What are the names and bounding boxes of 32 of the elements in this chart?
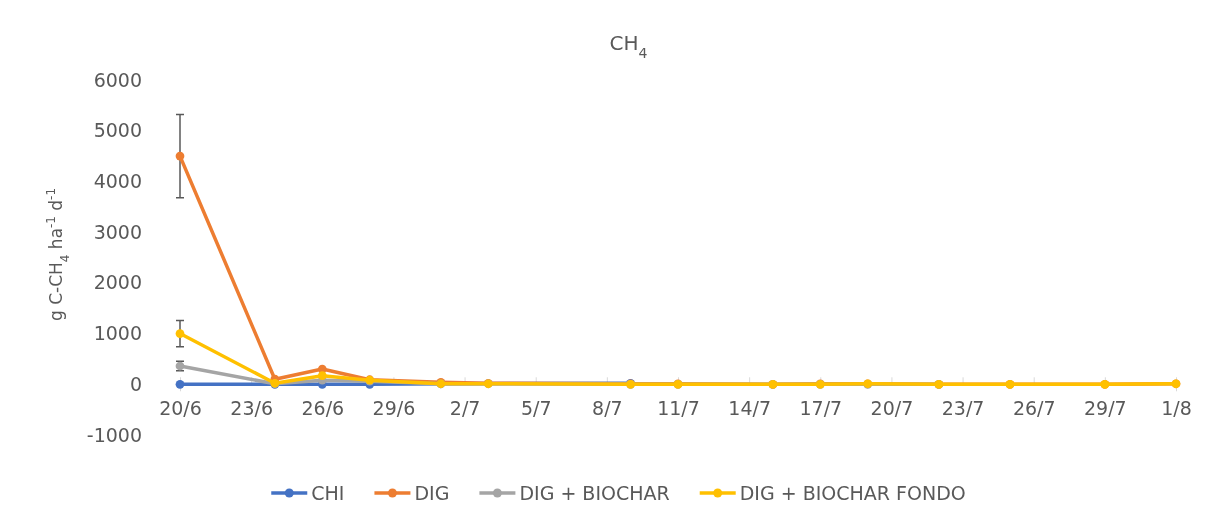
x-tick-label: 11/7 bbox=[657, 397, 700, 420]
x-tick-label: 26/6 bbox=[301, 397, 345, 420]
x-tick-label: 17/7 bbox=[799, 397, 843, 420]
x-tick-label: 2/7 bbox=[449, 397, 481, 420]
x-tick-label: 20/7 bbox=[870, 397, 914, 420]
y-tick-label: 2000 bbox=[93, 271, 142, 294]
point bbox=[317, 371, 327, 381]
x-tick-label: 5/7 bbox=[520, 397, 552, 420]
point bbox=[175, 329, 185, 338]
x-tick-label: 23/7 bbox=[941, 397, 985, 420]
y-tick-label: 4000 bbox=[93, 170, 142, 193]
x-tick-label: 1/8 bbox=[1161, 397, 1192, 420]
y-tick-label: -1000 bbox=[86, 423, 142, 446]
legend-label: DIG + BIOCHAR FONDO bbox=[739, 481, 966, 504]
point bbox=[175, 151, 185, 161]
chart-title: CH$_{4}$ bbox=[609, 31, 648, 61]
y-tick-label: 5000 bbox=[93, 119, 142, 142]
x-tick-label: 26/7 bbox=[1012, 397, 1056, 420]
point bbox=[175, 379, 185, 389]
legend-label: DIG bbox=[414, 481, 450, 504]
y-tick-label: 0 bbox=[129, 372, 142, 395]
y-tick-label: 3000 bbox=[93, 220, 142, 243]
legend-label: DIG + BIOCHAR bbox=[519, 481, 670, 504]
y-tick-label: 6000 bbox=[93, 68, 142, 91]
legend-label: CHI bbox=[311, 481, 345, 504]
x-tick-label: 23/6 bbox=[230, 397, 273, 420]
x-tick-label: 8/7 bbox=[592, 397, 623, 420]
x-tick-label: 20/6 bbox=[159, 397, 202, 420]
x-tick-label: 14/7 bbox=[728, 397, 771, 420]
y-tick-label: 1000 bbox=[93, 322, 142, 345]
x-tick-label: 29/6 bbox=[372, 397, 416, 420]
x-tick-label: 29/7 bbox=[1084, 397, 1127, 420]
